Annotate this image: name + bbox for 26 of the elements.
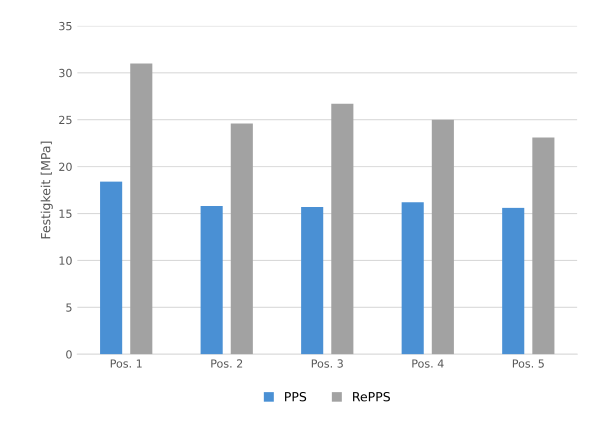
bar <box>130 63 152 354</box>
bar <box>200 206 223 354</box>
y-axis-title: Festigkeit [MPa] <box>40 142 53 238</box>
bar <box>100 182 122 354</box>
bar <box>230 123 253 354</box>
bar <box>432 120 454 354</box>
bar <box>402 202 424 354</box>
x-tick-label: Pos. 4 <box>412 359 444 368</box>
y-tick-label: 30 <box>59 68 72 78</box>
x-tick-label: Pos. 1 <box>110 359 142 368</box>
bar <box>301 206 324 354</box>
y-tick-label: 0 <box>66 350 72 359</box>
x-tick-label: Pos. 5 <box>512 359 544 368</box>
y-tick-label: 25 <box>59 116 72 124</box>
bar <box>331 104 354 354</box>
bar <box>532 138 554 354</box>
legend-label: PPS <box>285 392 306 402</box>
y-tick-label: 15 <box>60 210 72 218</box>
x-tick-label: Pos. 2 <box>211 359 242 368</box>
y-tick-label: 35 <box>59 22 72 30</box>
bar <box>502 208 524 354</box>
y-tick-label: 20 <box>59 162 72 172</box>
legend-label: RePPS <box>353 392 390 402</box>
y-tick-label: 5 <box>66 303 72 312</box>
y-tick-label: 10 <box>60 256 72 265</box>
x-tick-label: Pos. 3 <box>312 359 343 368</box>
